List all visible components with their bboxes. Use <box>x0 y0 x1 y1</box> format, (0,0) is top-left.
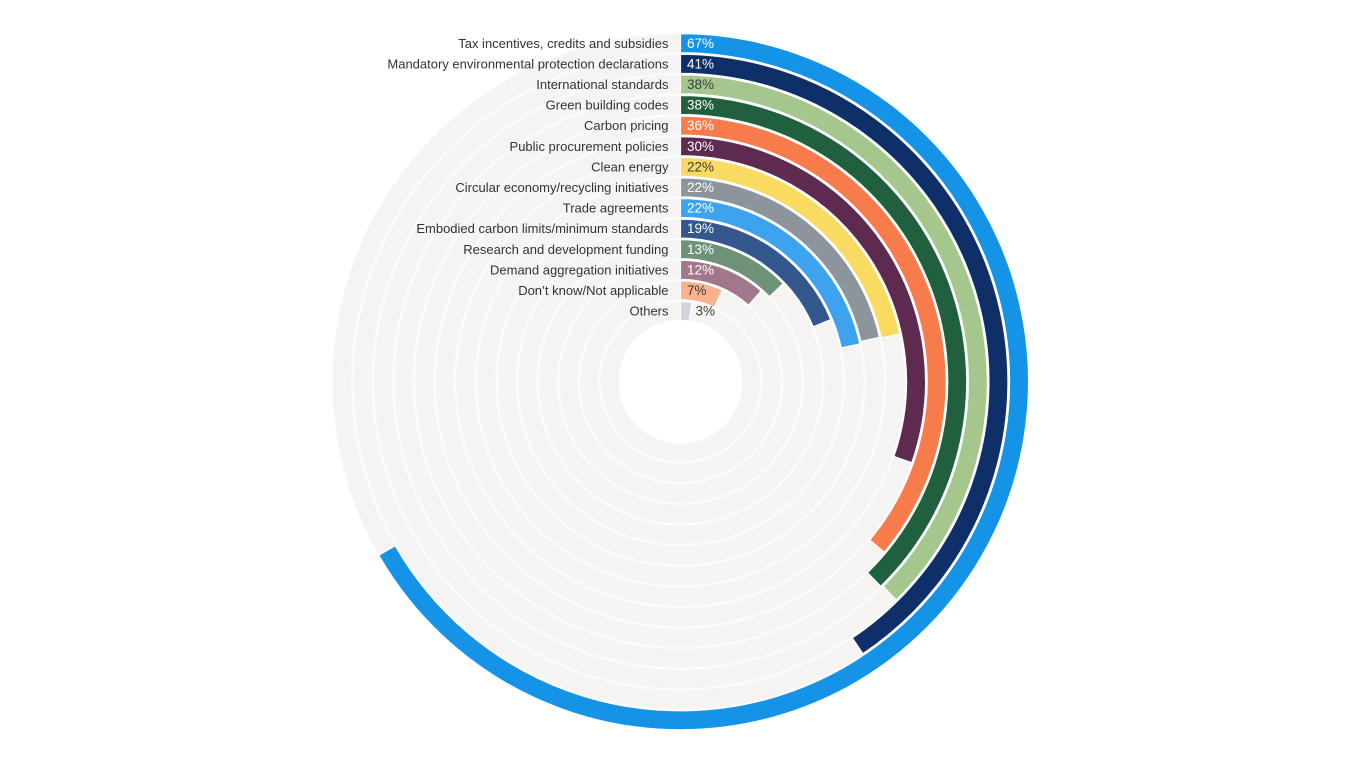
svg-text:Green building codes: Green building codes <box>546 98 669 113</box>
svg-text:30%: 30% <box>687 139 714 154</box>
svg-text:22%: 22% <box>687 159 714 174</box>
svg-text:Tax incentives, credits and su: Tax incentives, credits and subsidies <box>458 36 669 51</box>
svg-text:Research and development fundi: Research and development funding <box>463 242 668 257</box>
svg-text:Trade agreements: Trade agreements <box>563 201 669 216</box>
svg-text:38%: 38% <box>687 98 714 113</box>
svg-text:Others: Others <box>629 304 669 319</box>
svg-text:Public procurement policies: Public procurement policies <box>510 139 669 154</box>
svg-text:36%: 36% <box>687 118 714 133</box>
svg-text:3%: 3% <box>696 304 716 319</box>
svg-text:13%: 13% <box>687 242 714 257</box>
svg-text:22%: 22% <box>687 201 714 216</box>
svg-text:Clean energy: Clean energy <box>591 159 669 174</box>
svg-text:Carbon pricing: Carbon pricing <box>584 118 669 133</box>
svg-text:67%: 67% <box>687 36 714 51</box>
svg-text:12%: 12% <box>687 262 714 277</box>
svg-text:Mandatory environmental protec: Mandatory environmental protection decla… <box>387 56 669 71</box>
svg-text:Demand aggregation initiatives: Demand aggregation initiatives <box>490 262 669 277</box>
svg-text:38%: 38% <box>687 77 714 92</box>
svg-text:Don’t know/Not applicable: Don’t know/Not applicable <box>518 283 668 298</box>
svg-text:41%: 41% <box>687 56 714 71</box>
svg-text:Embodied carbon limits/minimum: Embodied carbon limits/minimum standards <box>416 221 669 236</box>
svg-text:Circular economy/recycling ini: Circular economy/recycling initiatives <box>455 180 669 195</box>
svg-text:19%: 19% <box>687 221 714 236</box>
svg-text:International standards: International standards <box>536 77 669 92</box>
svg-text:7%: 7% <box>687 283 707 298</box>
svg-text:22%: 22% <box>687 180 714 195</box>
